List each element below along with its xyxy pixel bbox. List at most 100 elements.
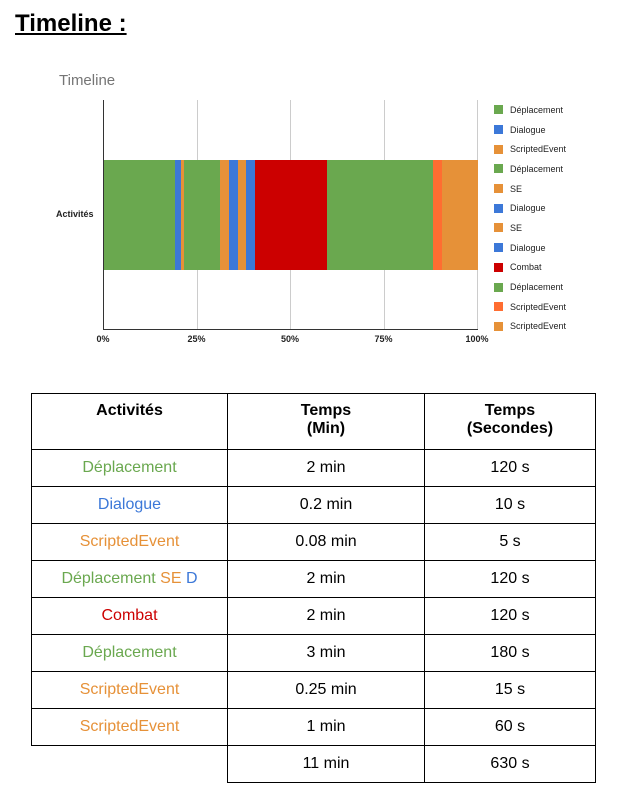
legend-item: Déplacement [494,159,566,179]
legend-item: Dialogue [494,120,566,140]
seconds-cell: 15 s [424,671,596,709]
legend-swatch [494,302,503,312]
legend-label: Combat [510,262,542,273]
bar-segment-11 [442,160,478,270]
minutes-cell: 0.2 min [227,486,425,524]
bar-segment-10 [433,160,443,270]
legend-item: ScriptedEvent [494,297,566,317]
legend-swatch [494,105,503,115]
bar-segment-4 [219,160,229,270]
legend-label: ScriptedEvent [510,321,567,332]
legend-swatch [494,203,503,213]
activity-cell: Combat [31,597,228,635]
seconds-cell: 120 s [424,560,596,598]
activity-label: ScriptedEvent [79,718,180,735]
table-row: Dialogue 0.2 min 10 s [31,486,596,524]
table-row: Déplacement 2 min 120 s [31,449,596,487]
bar-segment-8 [255,160,327,270]
chart-title: Timeline [59,72,116,89]
x-tick-label: 0% [96,334,110,344]
x-tick-label: 25% [187,334,206,344]
total-minutes-cell: 11 min [227,745,425,783]
chart-legend: Déplacement Dialogue ScriptedEvent Déplacem… [494,100,566,336]
legend-label: Dialogue [510,124,546,135]
minutes-cell: 1 min [227,708,425,746]
activities-table: Activités Temps (Min) Temps (Secondes) Dépla… [31,393,596,783]
bar-segment-9 [326,160,434,270]
activity-label: SE [160,570,186,587]
activity-cell: Déplacement [31,449,228,487]
legend-label: Dialogue [510,203,546,214]
legend-item: SE [494,218,566,238]
legend-item: Dialogue [494,198,566,218]
seconds-cell: 120 s [424,449,596,487]
legend-label: ScriptedEvent [510,144,567,155]
legend-swatch [494,243,503,253]
column-header: Temps (Secondes) [424,393,596,450]
bar-segment-6 [237,160,247,270]
total-seconds-cell: 630 s [424,745,596,783]
legend-item: Déplacement [494,100,566,120]
seconds-cell: 60 s [424,708,596,746]
bar-segment-1 [175,160,182,270]
legend-item: ScriptedEvent [494,317,566,337]
activity-cell: Déplacement [31,634,228,672]
minutes-cell: 3 min [227,634,425,672]
total-row: 11 min 630 s [32,745,596,783]
minutes-cell: 2 min [227,597,425,635]
minutes-cell: 0.25 min [227,671,425,709]
activity-cell: Dialogue [31,486,228,524]
legend-swatch [494,321,503,331]
legend-item: Déplacement [494,277,566,297]
activity-cell: ScriptedEvent [31,671,228,709]
empty-cell [32,746,228,783]
activity-label: Déplacement [61,570,161,587]
minutes-cell: 0.08 min [227,523,425,561]
x-tick-label: 100% [465,334,489,344]
bar-segment-2 [181,160,185,270]
legend-label: ScriptedEvent [510,301,567,312]
legend-label: Déplacement [510,282,564,293]
legend-swatch [494,223,503,233]
y-category-label: Activités [56,209,94,219]
seconds-cell: 10 s [424,486,596,524]
activity-label: D [185,570,198,587]
legend-item: ScriptedEvent [494,139,566,159]
stacked-bar [104,160,478,270]
activity-label: Déplacement [82,644,177,661]
page-heading: Timeline : [15,10,127,37]
legend-swatch [494,262,503,272]
activity-label: Combat [101,607,158,624]
activity-cell: ScriptedEvent [31,708,228,746]
activity-cell: ScriptedEvent [31,523,228,561]
legend-label: Déplacement [510,163,564,174]
seconds-cell: 120 s [424,597,596,635]
legend-swatch [494,125,503,135]
table-row: ScriptedEvent 0.08 min 5 s [31,523,596,561]
legend-item: SE [494,179,566,199]
activity-label: Déplacement [82,459,177,476]
activity-label: ScriptedEvent [79,533,180,550]
legend-label: Déplacement [510,104,564,115]
table-row: ScriptedEvent 0.25 min 15 s [31,671,596,709]
legend-label: Dialogue [510,242,546,253]
x-tick-label: 75% [374,334,393,344]
activity-label: Dialogue [97,496,162,513]
table-row: Combat 2 min 120 s [31,597,596,635]
bar-segment-7 [246,160,256,270]
activity-cell: Déplacement SE D [31,560,228,598]
activity-label: ScriptedEvent [79,681,180,698]
column-header: Activités [31,393,228,450]
table-row: Déplacement 3 min 180 s [31,634,596,672]
minutes-cell: 2 min [227,449,425,487]
bar-segment-5 [228,160,238,270]
minutes-cell: 2 min [227,560,425,598]
bar-segment-3 [184,160,220,270]
legend-swatch [494,164,503,174]
column-header: Temps (Min) [227,393,425,450]
legend-label: SE [510,222,523,233]
table-row: ScriptedEvent 1 min 60 s [31,708,596,746]
x-tick-label: 50% [280,334,300,344]
legend-item: Combat [494,258,566,278]
